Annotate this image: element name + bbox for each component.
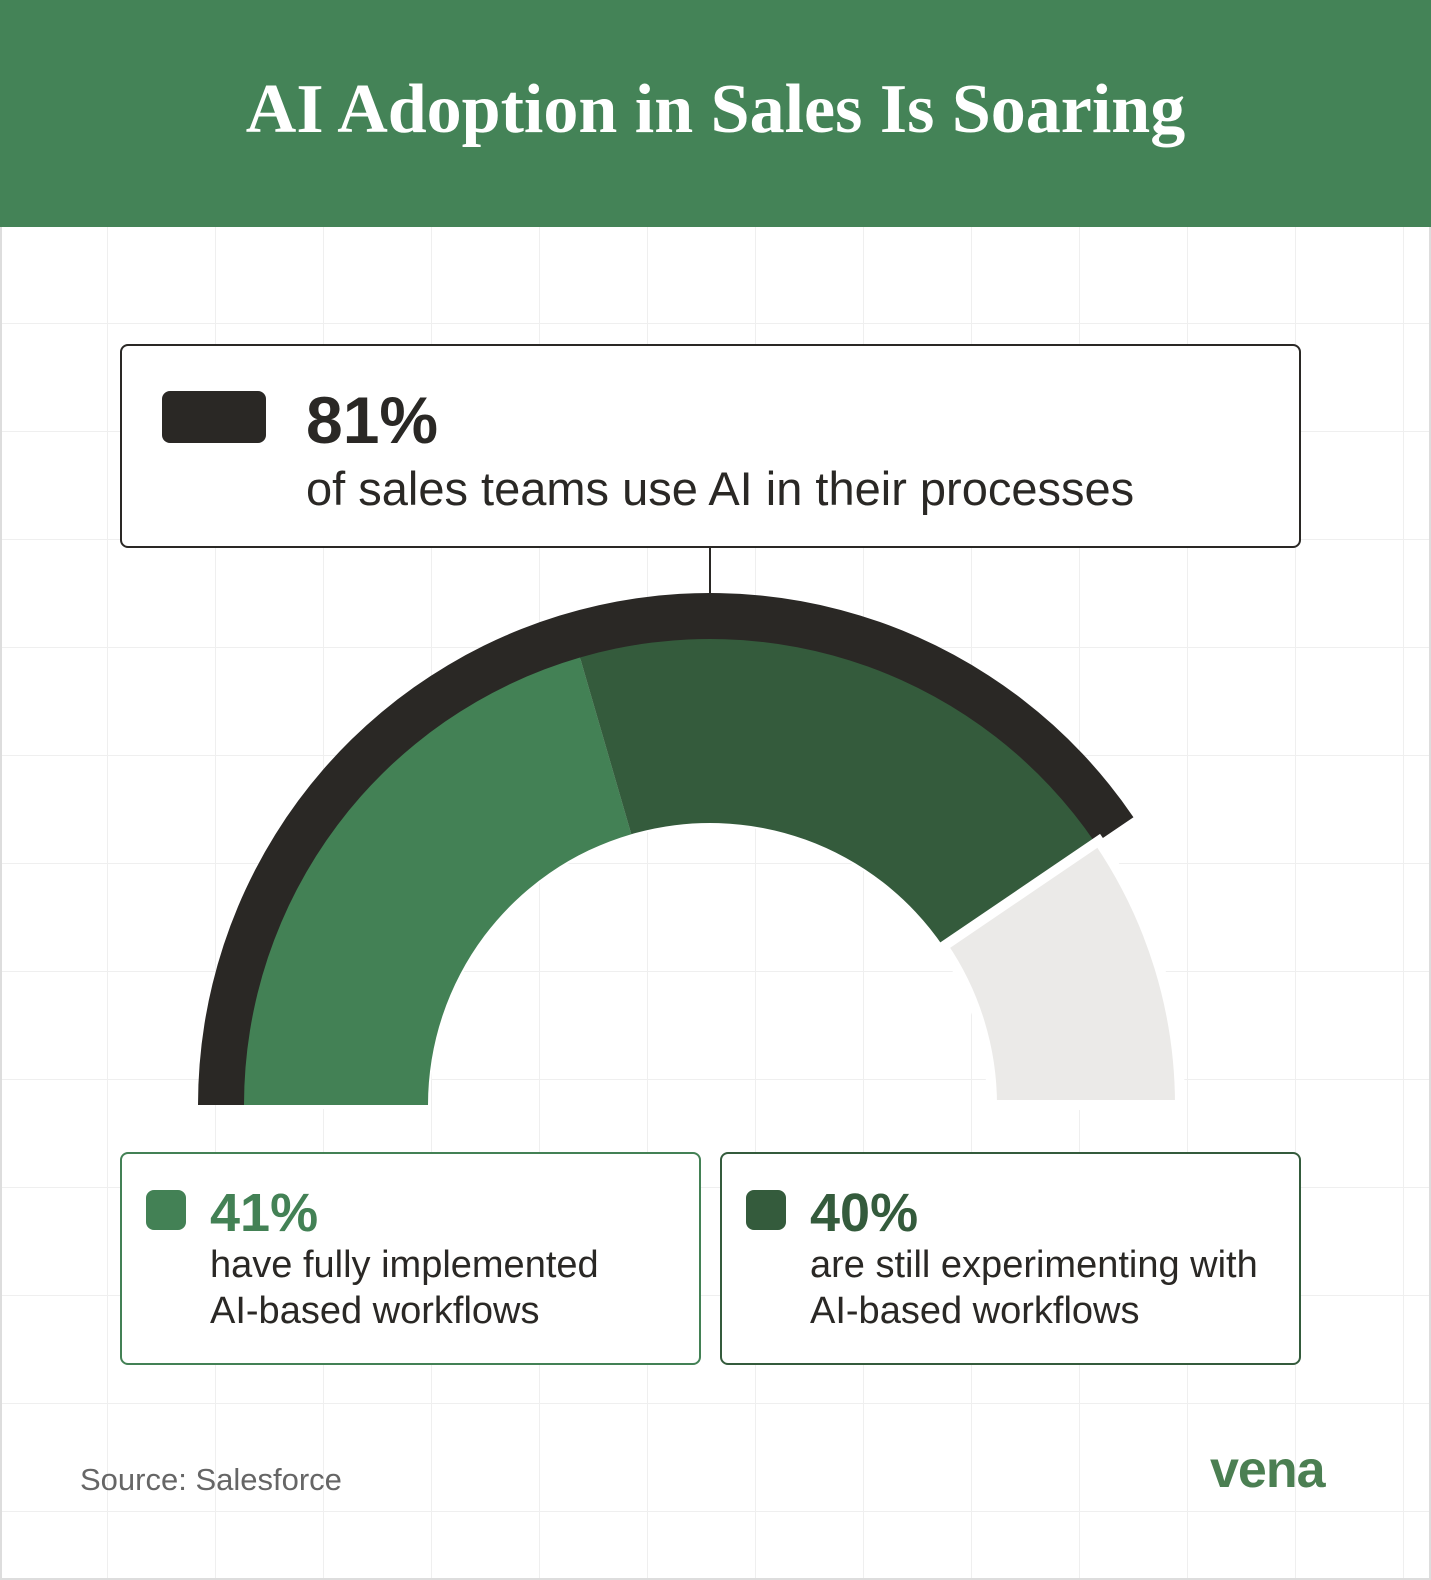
total-swatch	[162, 391, 266, 443]
total-arc	[198, 593, 1134, 1105]
legend-swatch	[746, 1190, 786, 1230]
legend-swatch	[146, 1190, 186, 1230]
chart-title: AI Adoption in Sales Is Soaring	[245, 71, 1186, 148]
value-label: 40%	[810, 1183, 919, 1243]
header	[0, 0, 1431, 227]
source: Source: Salesforce	[80, 1462, 342, 1497]
segment	[579, 639, 1096, 947]
segment	[244, 657, 632, 1105]
legend-label: have fully implemented AI-based workflow…	[210, 1244, 599, 1332]
legend-box: 41% have fully implemented AI-based work…	[120, 1152, 701, 1365]
legend-label: are still experimenting with AI-based wo…	[810, 1244, 1258, 1332]
total-box: 81% of sales teams use AI in their proce…	[120, 344, 1301, 548]
total-value: 81%	[306, 383, 439, 457]
segment-gap	[936, 833, 1186, 1110]
legend-box: 40% are still experimenting with AI-base…	[720, 1152, 1301, 1365]
logo: vena	[1210, 1441, 1326, 1499]
total-label: of sales teams use AI in their processes	[306, 462, 1135, 515]
value-label: 41%	[210, 1183, 319, 1243]
